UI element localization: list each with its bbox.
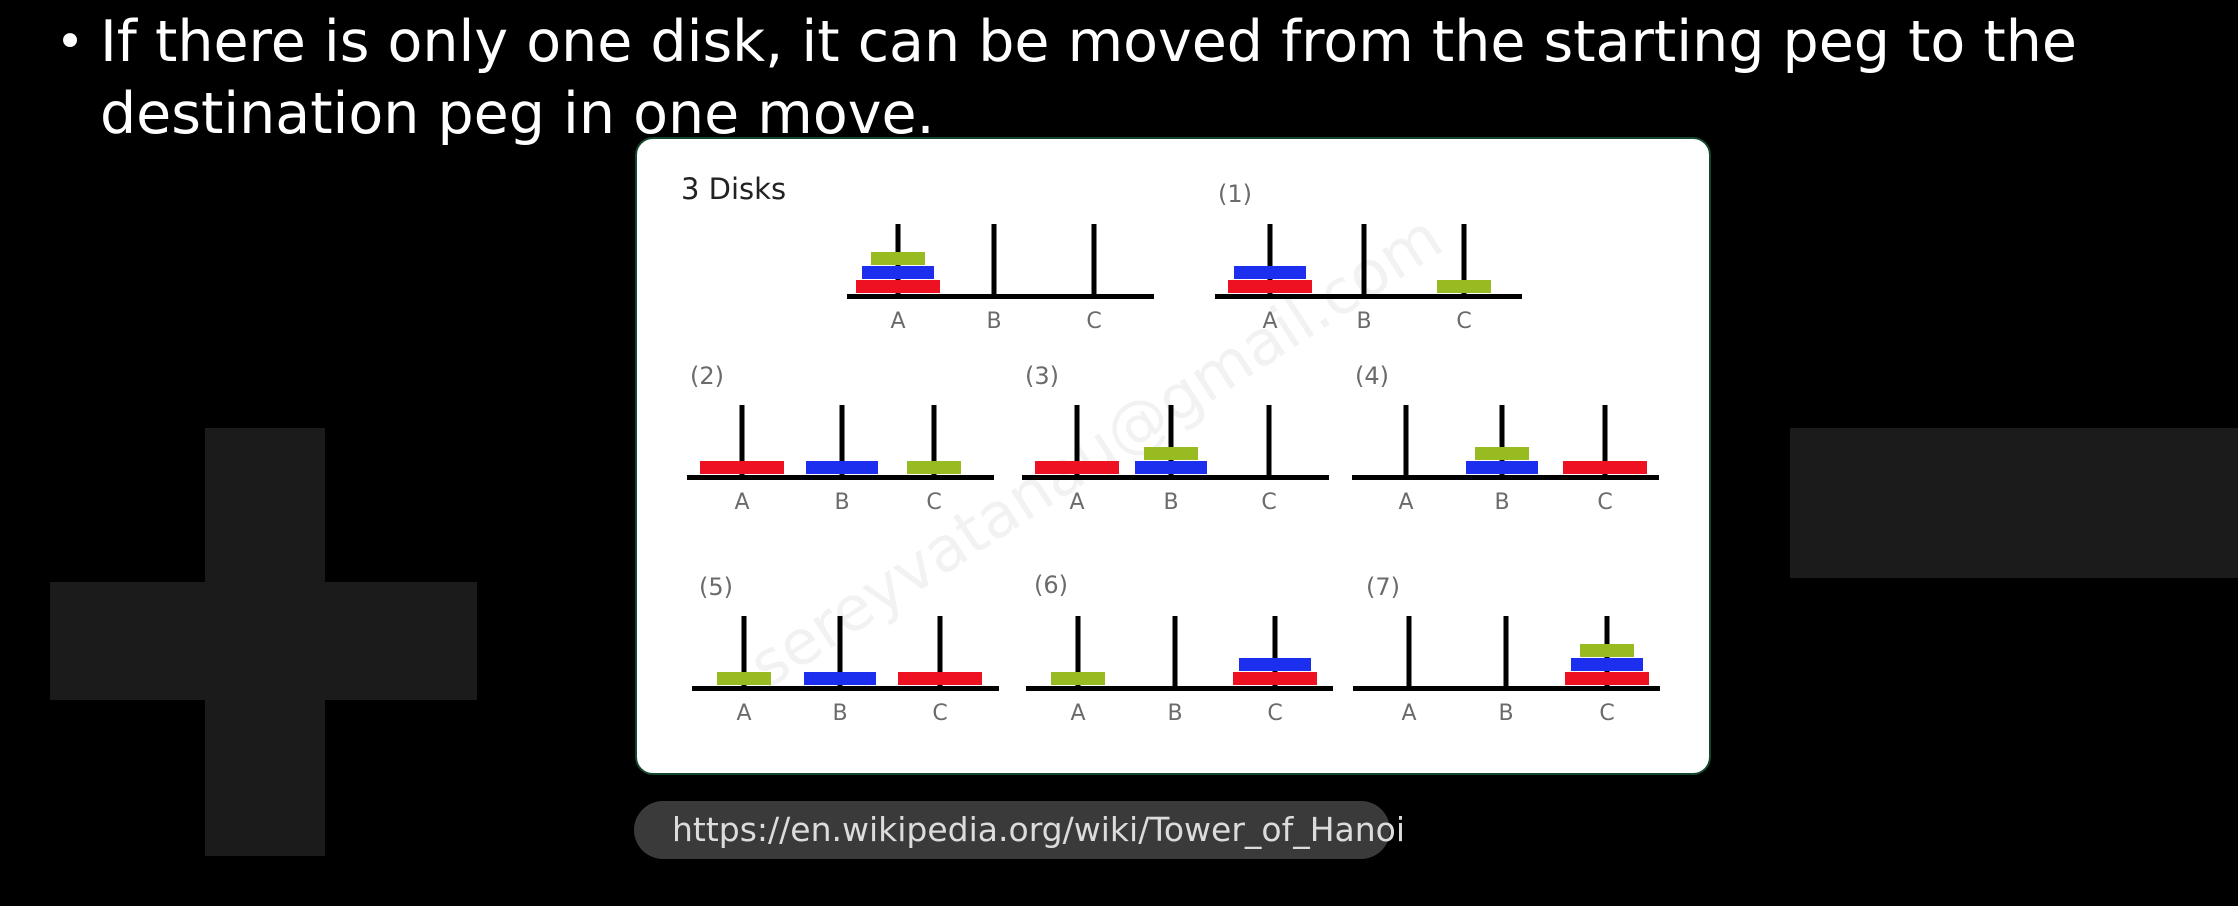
state-6-peg-label-a: A — [1070, 701, 1085, 726]
state-7-base — [1353, 686, 1660, 691]
state-1-peg-b — [1361, 224, 1367, 296]
state-2-peg-label-a: A — [734, 490, 749, 515]
state-1-disk-1 — [1437, 280, 1491, 293]
state-5-peg-c — [937, 616, 943, 688]
state-2-disk-3 — [700, 461, 784, 474]
state-3-peg-c — [1266, 405, 1272, 477]
background-corner-shape — [1790, 428, 2238, 578]
state-4-base — [1352, 475, 1659, 480]
source-link[interactable]: https://en.wikipedia.org/wiki/Tower_of_H… — [634, 801, 1405, 859]
state-4-disk-1 — [1475, 447, 1529, 460]
bullet-point: • If there is only one disk, it can be m… — [40, 6, 2220, 150]
state-6-peg-b — [1172, 616, 1178, 688]
hanoi-diagram-svg: sereyvatanau@gmail.com 3 Disks A B C A B C(1)… — [681, 172, 1660, 726]
state-1-peg-a — [1267, 224, 1273, 296]
state-5-disk-2 — [804, 672, 876, 685]
state-6-peg-label-c: C — [1267, 701, 1282, 726]
state-2-peg-label-c: C — [926, 490, 941, 515]
state-6-base — [1026, 686, 1333, 691]
state-3-peg-label-b: B — [1163, 490, 1178, 515]
state-6-disk-2 — [1239, 658, 1311, 671]
state-1-peg-label-c: C — [1456, 309, 1471, 334]
state-5-disk-1 — [717, 672, 771, 685]
state-0-peg-label-c: C — [1086, 309, 1101, 334]
tower-of-hanoi-diagram: sereyvatanau@gmail.com 3 Disks A B C A B C (1)… — [635, 137, 1711, 775]
state-6-peg-a — [1075, 616, 1081, 688]
state-1-base — [1215, 294, 1522, 299]
state-2-base — [687, 475, 994, 480]
state-7-disk-3 — [1565, 672, 1649, 685]
state-3-peg-a — [1074, 405, 1080, 477]
state-2-peg-a — [739, 405, 745, 477]
state-7-disk-1 — [1580, 644, 1634, 657]
state-5-disk-3 — [898, 672, 982, 685]
state-4-step-label: (4) — [1355, 362, 1389, 390]
state-3-base — [1022, 475, 1329, 480]
state-6-step-label: (6) — [1034, 571, 1068, 599]
state-7-peg-a — [1406, 616, 1412, 688]
state-1-peg-c — [1461, 224, 1467, 296]
state-6-disk-1 — [1051, 672, 1105, 685]
state-3-peg-label-c: C — [1261, 490, 1276, 515]
state-5-peg-label-a: A — [736, 701, 751, 726]
state-1-peg-label-b: B — [1356, 309, 1371, 334]
state-1-disk-3 — [1228, 280, 1312, 293]
state-7-step-label: (7) — [1366, 573, 1400, 601]
state-0-base — [847, 294, 1154, 299]
state-3-step-label: (3) — [1025, 362, 1059, 390]
state-1-step-label: (1) — [1218, 180, 1252, 208]
state-5-step-label: (5) — [699, 573, 733, 601]
state-7-peg-label-c: C — [1599, 701, 1614, 726]
state-4-peg-a — [1403, 405, 1409, 477]
state-5-base — [692, 686, 999, 691]
state-2-disk-1 — [907, 461, 961, 474]
state-2-peg-b — [839, 405, 845, 477]
background-plus-horizontal — [50, 582, 477, 700]
state-4-peg-c — [1602, 405, 1608, 477]
bullet-text: If there is only one disk, it can be mov… — [100, 9, 2077, 147]
state-4-peg-b — [1499, 405, 1505, 477]
state-2-peg-label-b: B — [834, 490, 849, 515]
state-4-peg-label-c: C — [1597, 490, 1612, 515]
state-7-disk-2 — [1571, 658, 1643, 671]
state-0-peg-label-a: A — [890, 309, 905, 334]
state-6-peg-label-b: B — [1167, 701, 1182, 726]
state-0-disk-2 — [862, 266, 934, 279]
state-3-peg-b — [1168, 405, 1174, 477]
state-0-disk-1 — [871, 252, 925, 265]
state-5-peg-label-c: C — [932, 701, 947, 726]
state-4-disk-3 — [1563, 461, 1647, 474]
state-5-peg-label-b: B — [832, 701, 847, 726]
state-6-peg-c — [1272, 616, 1278, 688]
state-3-peg-label-a: A — [1069, 490, 1084, 515]
bullet-dot: • — [55, 14, 85, 70]
state-0-disk-3 — [856, 280, 940, 293]
state-7-peg-label-b: B — [1498, 701, 1513, 726]
state-2-disk-2 — [806, 461, 878, 474]
state-6-disk-3 — [1233, 672, 1317, 685]
state-3-disk-2 — [1135, 461, 1207, 474]
state-3-disk-1 — [1144, 447, 1198, 460]
state-0-peg-label-b: B — [986, 309, 1001, 334]
state-3-disk-3 — [1035, 461, 1119, 474]
state-7-peg-label-a: A — [1401, 701, 1416, 726]
state-5-peg-b — [837, 616, 843, 688]
state-7-peg-b — [1503, 616, 1509, 688]
diagram-title: 3 Disks — [681, 172, 786, 206]
state-1-disk-2 — [1234, 266, 1306, 279]
state-4-peg-label-a: A — [1398, 490, 1413, 515]
state-4-peg-label-b: B — [1494, 490, 1509, 515]
state-0-peg-c — [1091, 224, 1097, 296]
state-0-peg-b — [991, 224, 997, 296]
state-2-peg-c — [931, 405, 937, 477]
state-2-step-label: (2) — [690, 362, 724, 390]
state-1-peg-label-a: A — [1262, 309, 1277, 334]
state-5-peg-a — [741, 616, 747, 688]
state-4-disk-2 — [1466, 461, 1538, 474]
